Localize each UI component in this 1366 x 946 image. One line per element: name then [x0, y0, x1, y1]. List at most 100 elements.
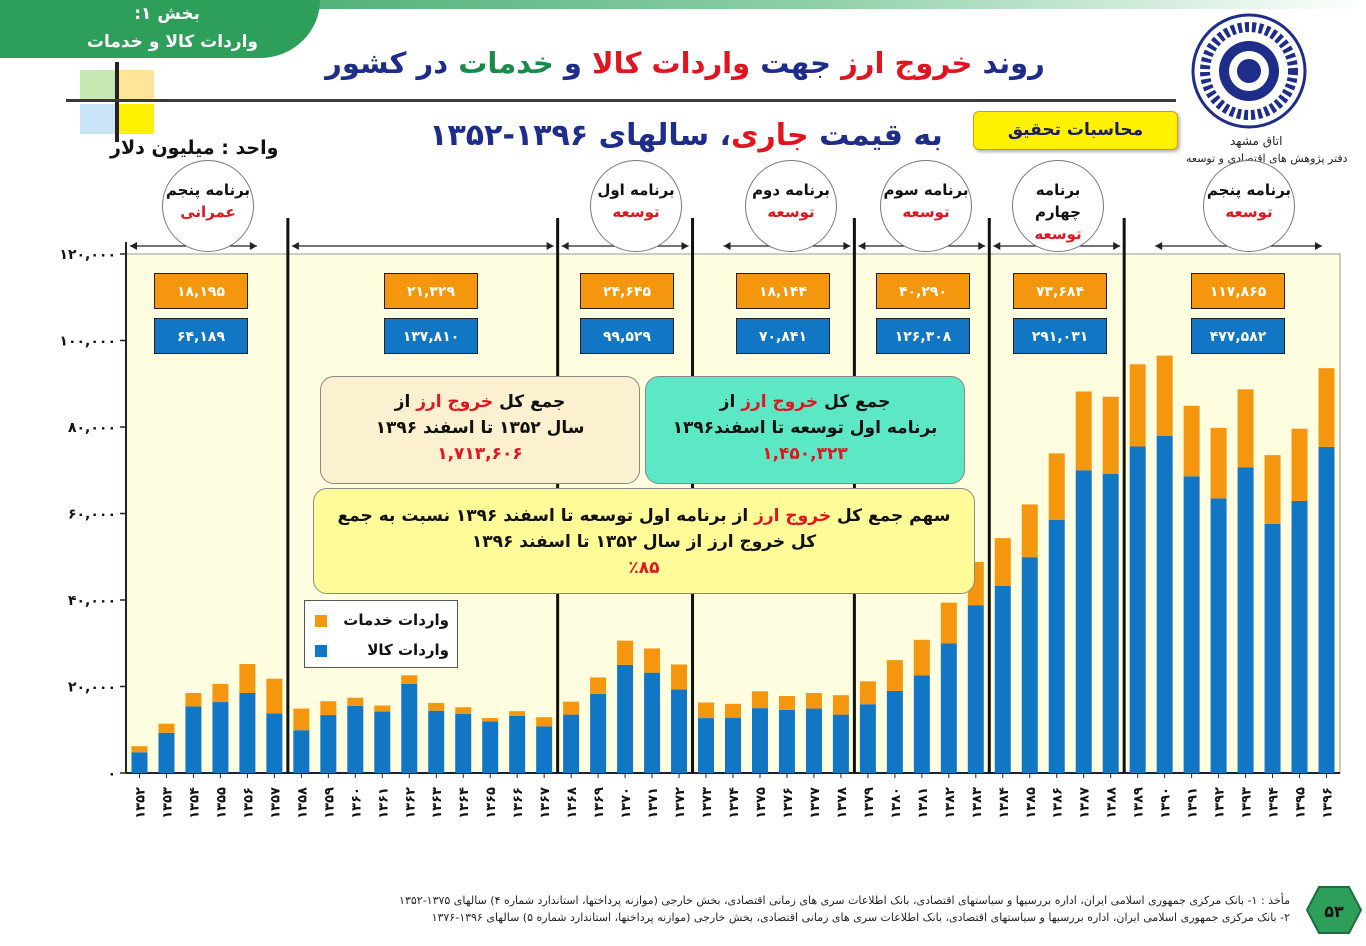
services-total-box: ۱۸,۱۹۵ [154, 273, 248, 309]
bar-goods-35 [1075, 470, 1092, 773]
bar-goods-16 [563, 714, 580, 773]
bar-goods-28 [886, 690, 903, 773]
y-tick-label: ۶۰,۰۰۰ [68, 507, 116, 523]
bar-goods-39 [1183, 476, 1200, 773]
x-tick-label: ۱۳۷۶ [781, 787, 796, 819]
bar-goods-17 [590, 693, 607, 773]
x-tick-label: ۱۳۷۵ [754, 787, 769, 819]
x-tick-label: ۱۳۸۶ [1051, 787, 1066, 819]
bar-goods-13 [482, 721, 499, 773]
x-tick-label: ۱۳۸۷ [1078, 787, 1093, 819]
bar-goods-36 [1102, 473, 1119, 773]
x-tick-label: ۱۳۸۳ [970, 787, 985, 819]
x-tick-label: ۱۳۷۳ [700, 787, 715, 819]
share-percent: ٪۸۵ [628, 558, 660, 578]
bar-goods-43 [1291, 500, 1308, 773]
x-tick-label: ۱۳۹۰ [1159, 787, 1174, 819]
bar-services-20 [671, 664, 688, 690]
outflow-share-note: سهم جمع کل خروج ارز از برنامه اول توسعه … [313, 488, 975, 594]
bar-services-30 [940, 602, 957, 644]
x-tick-label: ۱۳۸۸ [1105, 787, 1120, 819]
bar-services-26 [832, 695, 849, 715]
x-tick-label: ۱۳۸۱ [916, 787, 931, 819]
page-number-badge: ۵۳ [1305, 885, 1363, 935]
org-department: دفتر پژوهش های اقتصادی و توسعه [1186, 152, 1348, 165]
x-tick-label: ۱۳۶۱ [376, 787, 391, 819]
goods-total-box: ۴۷۷,۵۸۲ [1191, 318, 1285, 354]
bar-services-38 [1156, 355, 1173, 436]
goods-total-box: ۶۴,۱۸۹ [154, 318, 248, 354]
bar-services-28 [886, 660, 903, 691]
x-tick-label: ۱۳۹۳ [1240, 787, 1255, 819]
bar-goods-24 [778, 709, 795, 773]
org-name: اتاق مشهد [1230, 134, 1283, 148]
plan-circle-3rd-dev: برنامه سوم توسعه [880, 160, 972, 252]
plan-type: توسعه [1225, 203, 1273, 221]
bar-services-21 [698, 702, 715, 719]
period-span-arrow-right [978, 242, 986, 250]
y-tick-label: ۰ [107, 766, 116, 782]
x-tick-label: ۱۳۶۵ [484, 787, 499, 819]
x-tick-label: ۱۳۵۲ [133, 787, 148, 819]
bar-services-17 [590, 677, 607, 694]
x-tick-label: ۱۳۶۸ [565, 787, 580, 819]
bar-goods-2 [185, 706, 202, 773]
chamber-logo-icon [1191, 13, 1307, 129]
bar-goods-42 [1264, 523, 1281, 773]
page-badge-icon: ۵۳ [1305, 886, 1363, 934]
bar-goods-9 [374, 711, 391, 773]
page-title: روند خروج ارز جهت واردات کالا و خدمات در… [325, 46, 1045, 80]
total-outflow-since-1352-note: جمع کل خروج ارز از سال ۱۳۵۲ تا اسفند ۱۳۹… [320, 376, 640, 484]
x-tick-label: ۱۳۵۴ [187, 787, 202, 819]
bar-services-4 [239, 664, 256, 693]
plan-type: توسعه [902, 203, 950, 221]
plan-type: توسعه [612, 203, 660, 221]
bar-services-14 [509, 711, 526, 716]
x-tick-label: ۱۳۶۲ [403, 787, 418, 819]
bar-services-8 [347, 697, 364, 706]
goods-total-box: ۲۹۱,۰۳۱ [1013, 318, 1107, 354]
bar-goods-27 [859, 704, 876, 773]
services-total-box: ۱۸,۱۴۴ [736, 273, 830, 309]
bar-goods-11 [428, 710, 445, 773]
plan-circle-4th-dev: برنامه چهارم توسعه [1012, 160, 1104, 252]
period-span-arrow-right [1113, 242, 1121, 250]
legend-item-goods: واردات کالا [315, 641, 453, 661]
total-outflow-since-1st-plan-note: جمع کل خروج ارز از برنامه اول توسعه تا ا… [645, 376, 965, 484]
plan-title: برنامه پنجم [165, 181, 251, 199]
x-tick-label: ۱۳۶۰ [349, 787, 364, 819]
x-tick-label: ۱۳۵۷ [268, 787, 283, 819]
x-tick-label: ۱۳۶۶ [511, 787, 526, 819]
bar-goods-19 [644, 672, 661, 773]
bar-services-36 [1102, 396, 1119, 474]
goods-total-box: ۱۲۶,۳۰۸ [876, 318, 970, 354]
bar-goods-38 [1156, 435, 1173, 773]
bar-goods-5 [266, 713, 283, 773]
period-span-arrow-right [249, 242, 257, 250]
source-footnote: مأخذ : ۱- بانک مرکزی جمهوری اسلامی ایران… [399, 894, 1290, 924]
period-span-arrow-right [1315, 242, 1322, 250]
y-tick-label: ۸۰,۰۰۰ [68, 420, 116, 436]
x-tick-label: ۱۳۸۴ [997, 787, 1012, 819]
total-outflow-value: ۱,۴۵۰,۳۲۳ [762, 444, 848, 464]
bar-goods-32 [994, 585, 1011, 773]
period-span-arrow-right [681, 242, 689, 250]
bar-services-10 [401, 675, 418, 684]
bar-services-42 [1264, 455, 1281, 524]
x-tick-label: ۱۳۸۰ [889, 787, 904, 819]
period-span-arrow-left [993, 242, 1001, 250]
plan-title: برنامه اول [597, 181, 675, 199]
plan-title: برنامه چهارم [1035, 181, 1081, 221]
x-tick-label: ۱۳۹۶ [1321, 787, 1336, 819]
bar-goods-26 [832, 714, 849, 773]
chamber-logo [1190, 12, 1308, 130]
x-tick-label: ۱۳۵۶ [241, 787, 256, 819]
bar-services-27 [859, 681, 876, 705]
period-span-arrow-left [291, 242, 299, 250]
x-tick-label: ۱۳۵۹ [322, 787, 337, 819]
x-tick-label: ۱۳۹۱ [1186, 787, 1201, 819]
period-span-arrow-right [546, 242, 554, 250]
bar-goods-33 [1021, 557, 1038, 773]
bar-goods-14 [509, 715, 526, 773]
bar-services-41 [1237, 389, 1254, 468]
